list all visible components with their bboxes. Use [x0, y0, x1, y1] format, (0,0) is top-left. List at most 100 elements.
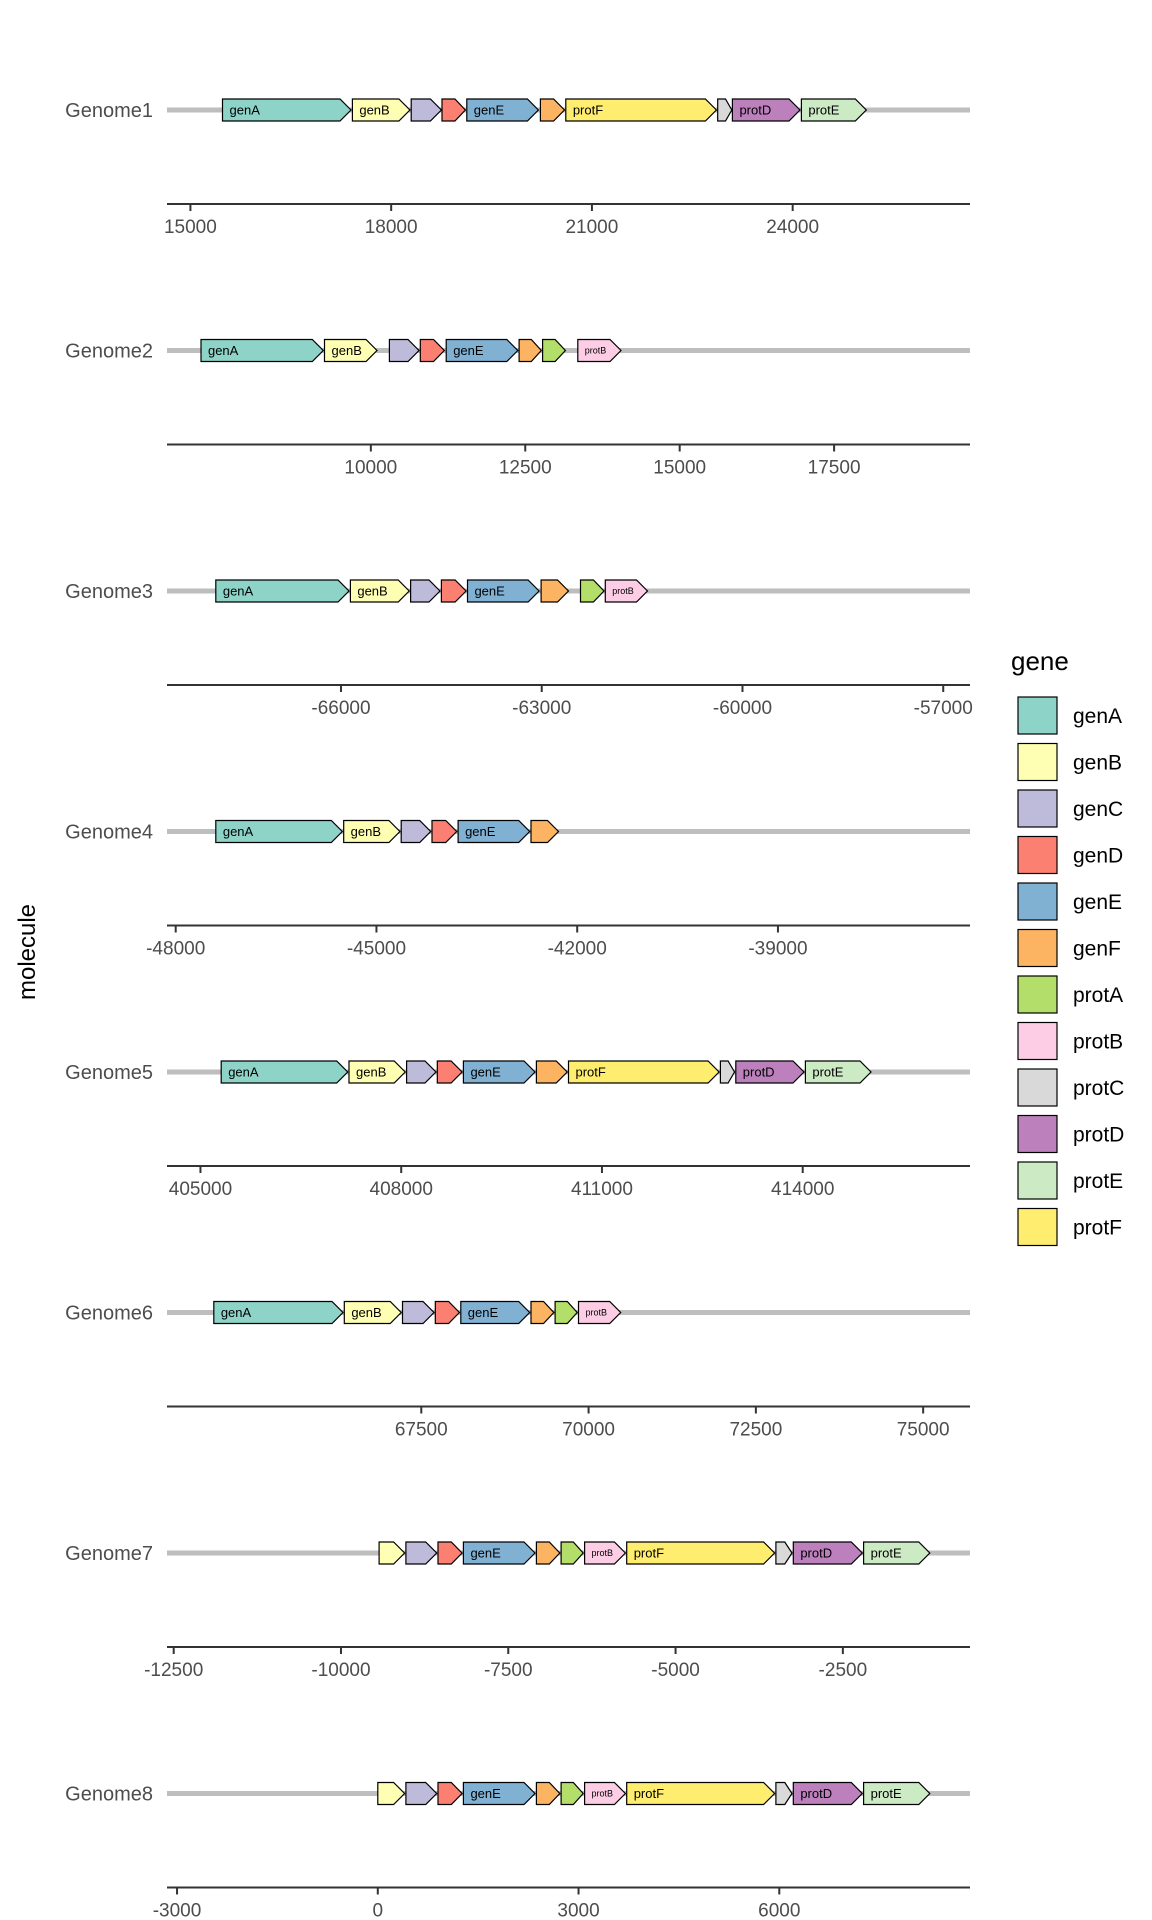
x-tick-label: -5000 — [651, 1660, 700, 1681]
gene-arrow-genA — [221, 98, 352, 122]
gene-arrow-protC — [719, 1060, 736, 1084]
legend-swatch-genE — [1017, 882, 1058, 921]
gene-label: protE — [812, 1065, 843, 1080]
x-tick-label: 12500 — [499, 458, 552, 479]
x-tick-label: 18000 — [365, 217, 418, 238]
gene-arrow-protC — [717, 98, 733, 122]
gene-label: protF — [573, 103, 603, 118]
gene-arrow-genB — [343, 819, 401, 844]
gene-arrow-genC — [406, 1060, 437, 1084]
molecule-panel: Genome3 genA genB genE protB -66000 -63000 -600… — [65, 579, 973, 719]
gene-arrow-protF — [565, 98, 718, 122]
molecule-panel: Genome6 genA genB genE protB 67500 70000 72500 7… — [65, 1300, 970, 1441]
gene-label: protB — [585, 346, 607, 356]
molecule-panels: Genome1 genA genB genE protF protD protE 15000 1… — [65, 98, 973, 1920]
gene-arrow-genA — [220, 1060, 349, 1084]
gene-arrow-genB — [343, 1300, 403, 1325]
gene-arrow-genE — [466, 579, 540, 603]
y-axis-label: molecule — [14, 904, 41, 1000]
gene-arrow-protE — [800, 98, 868, 122]
gene-arrow-genB — [348, 1060, 407, 1084]
gene-arrow-genD — [441, 98, 467, 122]
legend-title: gene — [1011, 646, 1069, 676]
legend-swatch-genC — [1017, 789, 1058, 828]
gene-arrow-genA — [213, 1300, 344, 1325]
legend-swatch-genD — [1017, 835, 1058, 875]
gene-label: genE — [470, 1065, 501, 1080]
gene-label: protB — [592, 1548, 614, 1558]
gene-arrow-genC — [405, 1541, 438, 1565]
x-tick-label: 15000 — [653, 458, 706, 479]
legend-swatch-protA — [1017, 975, 1058, 1014]
legend-label: protF — [1073, 1217, 1122, 1240]
x-tick-label: -45000 — [347, 939, 406, 960]
x-tick-label: 10000 — [344, 458, 397, 479]
gene-arrow-genF — [518, 338, 543, 363]
gene-label: protD — [800, 1786, 832, 1801]
legend-label: protE — [1073, 1170, 1123, 1193]
gene-arrow-protF — [626, 1781, 776, 1806]
gene-arrow-genF — [535, 1060, 569, 1084]
legend-swatch-genF — [1017, 928, 1058, 968]
x-tick-label: 405000 — [169, 1179, 232, 1200]
gene-arrow-genE — [462, 1060, 536, 1084]
gene-arrow-protB — [583, 1541, 627, 1565]
legend-swatch-genA — [1017, 696, 1058, 735]
gene-arrow-genB — [351, 98, 411, 122]
molecule-panel: Genome4 genA genB genE -48000 -45000 -42000 -39… — [65, 819, 970, 960]
x-tick-label: 408000 — [370, 1179, 433, 1200]
gene-arrow-genD — [440, 579, 467, 603]
gene-label: protD — [743, 1065, 775, 1080]
legend-label: genC — [1073, 798, 1123, 821]
gene-arrow-genD — [431, 819, 458, 844]
x-tick-label: -48000 — [146, 939, 205, 960]
x-tick-label: 24000 — [766, 217, 819, 238]
gene-arrow-protF — [626, 1541, 776, 1565]
molecule-name: Genome1 — [65, 100, 153, 122]
molecule-name: Genome7 — [65, 1543, 153, 1565]
gene-label: genE — [453, 343, 484, 358]
gene-arrow-protC — [775, 1541, 793, 1565]
gene-label: genB — [351, 1305, 381, 1320]
gene-arrow-genD — [419, 338, 446, 363]
gene-label: protB — [586, 1308, 608, 1318]
gene-arrow-genB — [349, 579, 411, 603]
x-tick-label: 3000 — [557, 1901, 599, 1920]
x-tick-label: 21000 — [565, 217, 618, 238]
gene-arrow-protD — [731, 98, 801, 122]
gene-label: genE — [465, 824, 496, 839]
gene-label: protF — [576, 1065, 606, 1080]
x-tick-label: 70000 — [562, 1420, 615, 1441]
gene-arrow-genF — [530, 1300, 555, 1325]
molecule-name: Genome5 — [65, 1062, 153, 1084]
molecule-panel: Genome2 genA genB genE protB 10000 12500 15000 1… — [65, 338, 970, 479]
gene-label: genA — [230, 103, 261, 118]
x-tick-label: -63000 — [512, 698, 571, 719]
legend-label: protA — [1073, 984, 1123, 1007]
legend-label: genF — [1073, 938, 1121, 961]
legend-label: protB — [1073, 1031, 1123, 1054]
x-tick-label: -57000 — [914, 698, 973, 719]
gene-arrow-genF — [539, 98, 566, 122]
legend-label: genB — [1073, 752, 1122, 775]
gene-arrow-genE — [445, 338, 519, 363]
x-tick-label: -66000 — [311, 698, 370, 719]
gene-label: protE — [808, 103, 839, 118]
legend-label: genA — [1073, 705, 1122, 728]
gene-arrow-protA — [541, 338, 567, 363]
x-tick-label: 15000 — [164, 217, 217, 238]
gene-arrow-genE — [462, 1541, 536, 1565]
x-tick-label: 0 — [372, 1901, 383, 1920]
gene-arrow-genD — [437, 1781, 463, 1806]
gene-arrow-protB — [604, 579, 649, 603]
gene-arrow-protE — [862, 1541, 931, 1565]
gene-arrow-protA — [560, 1781, 585, 1806]
gene-label: genE — [470, 1546, 501, 1561]
gene-arrow-genB — [377, 1781, 406, 1806]
legend-swatch-protC — [1017, 1068, 1058, 1107]
gene-arrow-protF — [567, 1060, 720, 1084]
gene-arrow-protA — [554, 1300, 579, 1325]
gene-arrow-genE — [460, 1300, 531, 1325]
legend-swatch-protE — [1017, 1161, 1058, 1200]
